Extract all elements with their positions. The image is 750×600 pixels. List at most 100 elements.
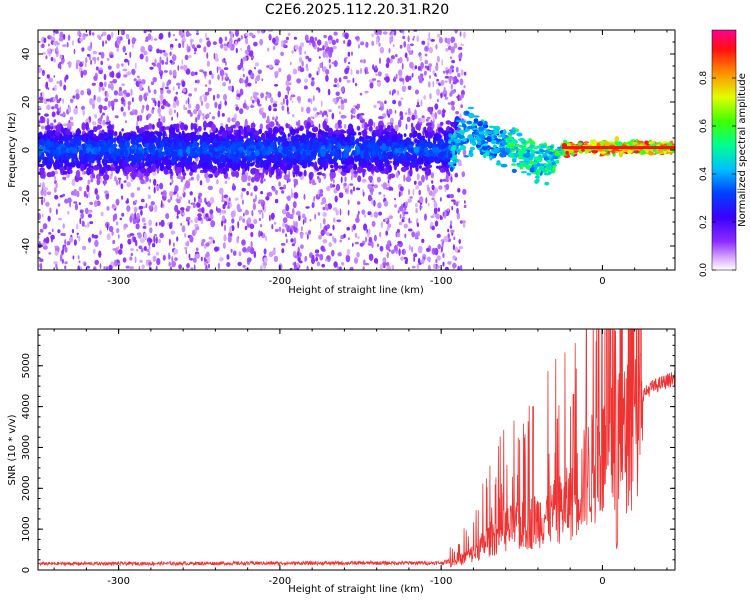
heatmap-cell bbox=[333, 261, 338, 268]
heatmap-cell bbox=[205, 113, 210, 119]
heatmap-cell bbox=[216, 66, 219, 74]
heatmap-cell bbox=[56, 266, 59, 270]
heatmap-cell bbox=[368, 175, 373, 182]
heatmap-cell bbox=[274, 198, 279, 204]
heatmap-cell bbox=[225, 126, 232, 132]
heatmap-cell bbox=[176, 111, 179, 118]
heatmap-cell bbox=[401, 216, 406, 220]
heatmap-cell bbox=[194, 217, 199, 224]
heatmap-cell bbox=[152, 77, 157, 83]
heatmap-cell bbox=[409, 220, 412, 224]
heatmap-cell bbox=[455, 66, 459, 73]
heatmap-cell bbox=[260, 172, 265, 180]
heatmap-cell bbox=[116, 72, 121, 79]
heatmap-cell bbox=[450, 46, 455, 54]
heatmap-cell bbox=[140, 198, 145, 203]
heatmap-cell bbox=[143, 93, 147, 101]
heatmap-cell bbox=[217, 164, 224, 169]
heatmap-cell bbox=[426, 126, 433, 132]
heatmap-cell bbox=[193, 264, 196, 270]
heatmap-cell bbox=[127, 156, 131, 160]
heatmap-cell bbox=[229, 37, 233, 45]
heatmap-cell bbox=[66, 241, 71, 246]
heatmap-cell bbox=[455, 111, 459, 115]
heatmap-cell bbox=[48, 77, 54, 83]
heatmap-cell bbox=[382, 262, 387, 266]
heatmap-cell bbox=[305, 67, 309, 72]
heatmap-cell bbox=[333, 31, 338, 36]
heatmap-cell bbox=[399, 117, 404, 120]
heatmap-cell bbox=[208, 70, 213, 76]
heatmap-cell bbox=[115, 221, 119, 226]
heatmap-cell bbox=[140, 162, 144, 168]
heatmap-cell bbox=[258, 217, 262, 222]
heatmap-cell bbox=[327, 127, 334, 137]
heatmap-cell bbox=[348, 237, 350, 241]
heatmap-cell bbox=[391, 187, 394, 191]
heatmap-cell bbox=[436, 265, 440, 269]
heatmap-cell bbox=[433, 207, 438, 215]
heatmap-cell bbox=[134, 256, 137, 264]
heatmap-cell bbox=[208, 236, 213, 240]
heatmap-cell bbox=[317, 159, 324, 164]
heatmap-cell bbox=[322, 158, 326, 165]
heatmap-cell bbox=[62, 176, 67, 180]
heatmap-cell bbox=[82, 32, 86, 41]
heatmap-cell bbox=[184, 65, 188, 71]
heatmap-cell bbox=[237, 64, 242, 71]
heatmap-cell bbox=[146, 249, 150, 252]
heatmap-cell bbox=[40, 198, 44, 206]
heatmap-cell bbox=[162, 190, 167, 198]
heatmap-cell bbox=[434, 247, 439, 256]
heatmap-cell bbox=[126, 140, 130, 149]
heatmap-cell bbox=[64, 265, 67, 270]
heatmap-cell bbox=[426, 116, 431, 120]
heatmap-cell bbox=[103, 173, 110, 181]
heatmap-cell bbox=[160, 74, 163, 80]
heatmap-cell bbox=[201, 141, 207, 149]
heatmap-cell bbox=[209, 209, 214, 215]
heatmap-cell bbox=[56, 148, 60, 158]
heatmap-cell bbox=[240, 164, 245, 169]
heatmap-cell bbox=[147, 154, 152, 160]
heatmap-cell bbox=[378, 30, 382, 36]
heatmap-cell bbox=[81, 220, 85, 227]
heatmap-cell bbox=[312, 107, 318, 112]
heatmap-cell bbox=[185, 180, 191, 189]
heatmap-cell bbox=[223, 224, 227, 232]
heatmap-cell bbox=[83, 262, 87, 267]
heatmap-cell bbox=[211, 73, 214, 80]
heatmap-cell bbox=[236, 141, 241, 147]
heatmap-cell bbox=[104, 97, 108, 102]
heatmap-cell bbox=[237, 37, 241, 42]
heatmap-cell bbox=[212, 240, 215, 244]
heatmap-cell bbox=[290, 61, 292, 66]
heatmap-cell bbox=[186, 216, 191, 221]
heatmap-cell bbox=[163, 52, 168, 57]
heatmap-cell bbox=[293, 261, 297, 268]
heatmap-cell bbox=[333, 237, 337, 244]
heatmap-cell bbox=[184, 233, 187, 238]
heatmap-cell bbox=[447, 44, 450, 47]
heatmap-cell bbox=[155, 265, 158, 270]
heatmap-cell bbox=[389, 160, 392, 164]
heatmap-cell bbox=[76, 59, 81, 64]
heatmap-cell bbox=[356, 103, 360, 111]
heatmap-cell bbox=[91, 172, 95, 179]
heatmap-cell bbox=[415, 203, 418, 208]
heatmap-cell bbox=[116, 63, 120, 69]
heatmap-cell bbox=[325, 232, 330, 236]
heatmap-cell bbox=[182, 40, 185, 49]
heatmap-cell bbox=[435, 64, 439, 72]
heatmap-cell bbox=[109, 120, 111, 125]
heatmap-cell bbox=[272, 103, 278, 108]
heatmap-cell bbox=[428, 190, 433, 196]
heatmap-cell bbox=[425, 197, 428, 204]
heatmap-cell bbox=[62, 223, 65, 229]
heatmap-cell bbox=[178, 196, 183, 200]
heatmap-cell bbox=[458, 246, 464, 250]
heatmap-cell bbox=[87, 213, 93, 218]
heatmap-cell bbox=[147, 113, 151, 119]
heatmap-cell bbox=[446, 158, 450, 163]
